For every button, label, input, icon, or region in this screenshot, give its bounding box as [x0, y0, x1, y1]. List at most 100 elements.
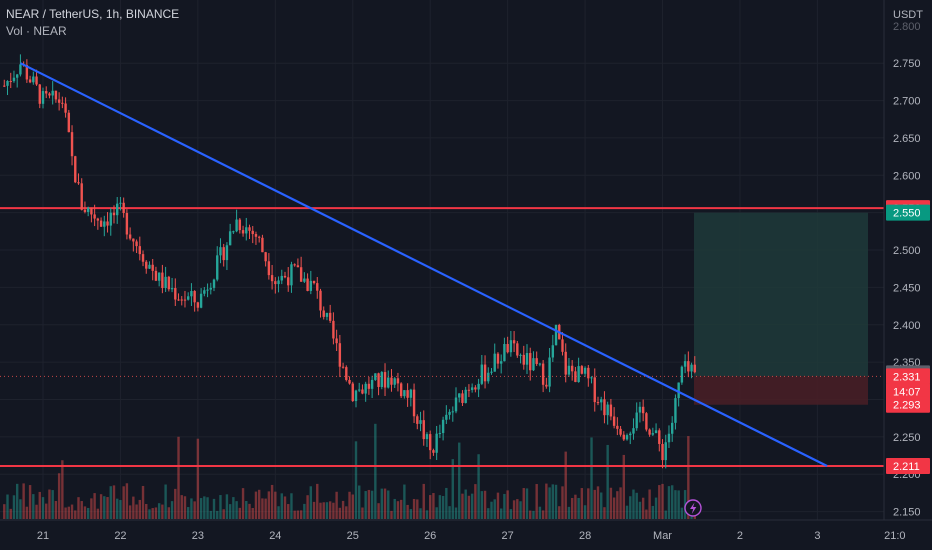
candle: [551, 334, 555, 362]
volume-bar: [83, 506, 87, 519]
candle: [487, 367, 490, 384]
candle-body: [474, 387, 477, 390]
stop-zone[interactable]: [694, 376, 868, 405]
price-badge-box: [886, 383, 930, 400]
candle: [632, 418, 635, 440]
volume-bar: [532, 510, 535, 519]
candle: [577, 357, 580, 383]
volume-bar: [119, 500, 122, 519]
candle: [467, 384, 471, 398]
candle-body: [480, 364, 484, 384]
symbol-title[interactable]: NEAR / TetherUS, 1h, BINANCE: [6, 7, 180, 21]
candle: [529, 347, 532, 381]
candle: [51, 81, 54, 105]
candle-body: [148, 264, 151, 269]
volume-bar: [367, 489, 371, 519]
volume-bar: [219, 495, 222, 519]
candle: [396, 372, 400, 392]
volume-indicator-label[interactable]: Vol · NEAR: [6, 24, 67, 38]
volume-bar: [257, 489, 261, 519]
volume-bar: [380, 488, 383, 519]
volume-bar: [48, 489, 51, 519]
candle-body: [222, 247, 225, 261]
candle: [141, 250, 145, 267]
candle-body: [99, 220, 103, 227]
candle-body: [370, 379, 374, 389]
candle-body: [493, 353, 496, 372]
horizontal-lines[interactable]: [0, 207, 884, 468]
candle-body: [138, 246, 141, 255]
candle: [390, 369, 393, 392]
target-zone[interactable]: [694, 212, 868, 377]
candle: [525, 344, 529, 374]
candle: [28, 75, 32, 84]
candle-body: [361, 389, 364, 394]
candle: [274, 277, 277, 294]
volume-bar: [674, 490, 677, 519]
trendline[interactable]: [19, 62, 828, 467]
candle-body: [638, 406, 642, 413]
volume-bar: [128, 505, 132, 519]
candle: [412, 383, 416, 423]
price-axis-panel[interactable]: [884, 0, 932, 520]
candle: [612, 407, 616, 429]
volume-bar: [303, 503, 306, 519]
candle: [364, 381, 367, 402]
candle-body: [264, 252, 267, 262]
candle: [619, 425, 622, 437]
candle: [616, 417, 619, 436]
candle-body: [632, 428, 635, 434]
candle: [80, 178, 83, 211]
candle-body: [574, 371, 577, 383]
candle-body: [238, 219, 242, 231]
candle-body: [6, 81, 9, 86]
volume-bar: [351, 494, 354, 519]
time-tick-label: 21: [37, 530, 49, 542]
candle-body: [135, 241, 138, 247]
candle-body: [248, 227, 251, 231]
volume-bar: [228, 504, 232, 519]
time-axis-panel[interactable]: [0, 520, 932, 550]
candle-body: [683, 361, 687, 367]
candle: [519, 353, 522, 364]
price-badge: 2.331: [886, 368, 930, 385]
volume-bar: [600, 492, 603, 519]
volume-bar: [280, 493, 283, 519]
candle: [625, 433, 629, 441]
candle: [257, 235, 261, 243]
candle-body: [180, 299, 183, 301]
candle-body: [451, 411, 454, 413]
candle-body: [606, 404, 609, 416]
volume-bar: [145, 503, 148, 519]
candle: [435, 425, 438, 461]
candle: [490, 367, 493, 375]
candle-body: [625, 435, 629, 440]
bolt-icon[interactable]: [684, 499, 702, 517]
volume-bar: [138, 499, 141, 519]
candle: [180, 296, 183, 306]
candle-body: [577, 366, 580, 383]
volume-bar: [496, 492, 500, 519]
candle: [403, 390, 406, 399]
candle-body: [177, 299, 180, 301]
price-tick-label: 2.600: [893, 170, 921, 182]
candle: [267, 253, 271, 280]
candle: [122, 197, 125, 218]
volume-bar: [209, 510, 212, 519]
candle-body: [128, 234, 132, 239]
time-tick-label: 25: [347, 530, 359, 542]
candle: [493, 343, 496, 372]
volume-bar: [312, 501, 316, 519]
candle: [338, 334, 342, 378]
candle-body: [316, 283, 319, 291]
volume-bar: [32, 494, 35, 519]
candle: [648, 428, 651, 437]
candle-body: [677, 382, 680, 399]
trendline-segment[interactable]: [19, 62, 828, 467]
volume-bar: [564, 451, 567, 519]
candle: [664, 434, 667, 469]
candle: [322, 306, 325, 320]
candle-body: [261, 237, 264, 253]
candle-body: [690, 364, 693, 372]
